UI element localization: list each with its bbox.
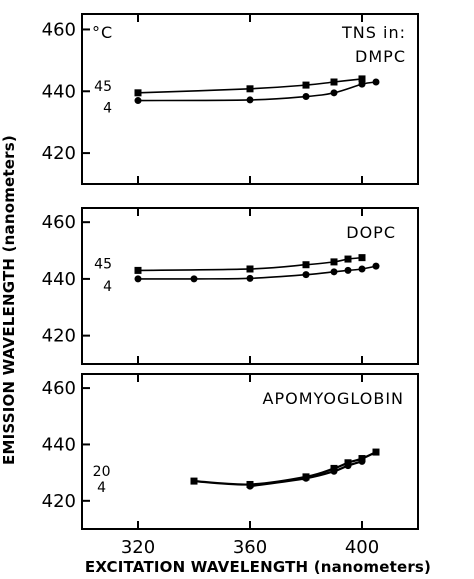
data-point (134, 275, 142, 283)
x-axis-title: EXCITATION WAVELENGTH (nanometers) (85, 558, 431, 576)
y-tick-label: 420 (42, 491, 76, 512)
data-point (344, 255, 352, 263)
x-tick-label: 360 (233, 537, 267, 558)
data-point (330, 78, 338, 86)
data-point (358, 457, 366, 465)
data-point (246, 274, 254, 282)
data-point (330, 89, 338, 97)
x-tick-label: 400 (345, 537, 379, 558)
data-point (302, 271, 310, 279)
data-point (246, 85, 254, 93)
data-point (358, 80, 366, 88)
data-point (190, 477, 198, 485)
data-point (246, 482, 254, 490)
y-tick-label: 420 (42, 143, 76, 164)
panel-label-2: DMPC (355, 47, 406, 66)
x-tick-label: 320 (121, 537, 155, 558)
panel-label: APOMYOGLOBIN (263, 389, 404, 408)
panel-2: 420 440 460 45 4 DOPC (42, 207, 419, 365)
y-axis-title: EMISSION WAVELENGTH (nanometers) (0, 135, 18, 465)
y-tick-label: 440 (42, 434, 76, 455)
data-point (330, 268, 338, 276)
series-label: 45 (94, 79, 112, 95)
data-point (134, 97, 142, 105)
y-tick-label: 420 (42, 326, 76, 347)
data-point (372, 448, 380, 456)
data-point (302, 474, 310, 482)
data-point (344, 462, 352, 470)
y-tick-label: 440 (42, 81, 76, 102)
y-tick-label: 460 (42, 378, 76, 399)
data-point (134, 89, 142, 97)
y-tick-label: 440 (42, 269, 76, 290)
panel-label: TNS in: (341, 23, 406, 42)
data-point (330, 467, 338, 475)
data-point (134, 266, 142, 274)
series-label: 45 (94, 256, 112, 272)
data-point (358, 254, 366, 262)
data-point (302, 261, 310, 269)
unit-label: °C (92, 23, 113, 42)
series-label: 20 (93, 464, 111, 480)
data-point (372, 78, 380, 86)
panel-3: 420 440 460 320 360 400 204 APOMYOGLOBIN (42, 373, 419, 558)
data-point (190, 275, 198, 283)
data-point (344, 266, 352, 274)
data-point (358, 75, 366, 83)
data-point (246, 96, 254, 104)
panel-1: 420 440 460 45 4 °C TNS in: DMPC (42, 13, 419, 185)
data-point (330, 258, 338, 266)
data-point (246, 265, 254, 273)
data-point (302, 93, 310, 101)
y-tick-label: 460 (42, 19, 76, 40)
series-label: 4 (103, 101, 112, 117)
data-point (372, 262, 380, 270)
series-label: 4 (103, 279, 112, 295)
data-point (302, 81, 310, 89)
data-point (358, 265, 366, 273)
panel-label: DOPC (346, 223, 396, 242)
series-label: 4 (97, 480, 106, 496)
y-tick-label: 460 (42, 212, 76, 233)
